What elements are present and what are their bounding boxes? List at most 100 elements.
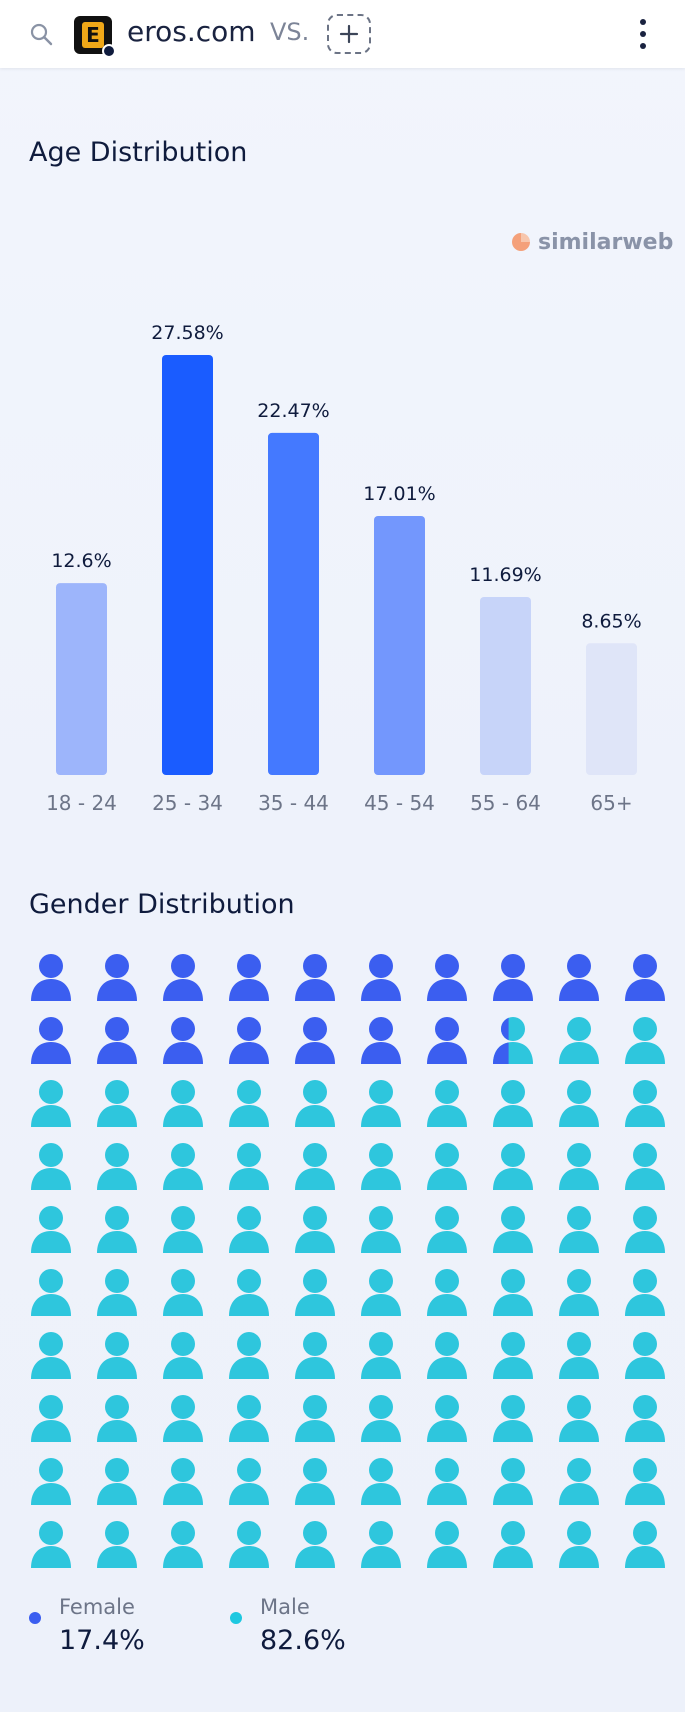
person-icon-male [163,1080,203,1127]
person-icon-male [493,1521,533,1568]
bar-value-label: 11.69% [469,564,541,586]
person-icon-male [493,1458,533,1505]
person-icon-male [427,1143,467,1190]
person-icon-male [361,1332,401,1379]
person-icon-male [229,1080,269,1127]
person-icon-male [295,1080,335,1127]
person-icon-male [163,1332,203,1379]
gender-distribution-title: Gender Distribution [29,889,295,920]
person-icon-male [31,1080,71,1127]
person-icon-male [427,1521,467,1568]
person-icon-male [427,1458,467,1505]
add-competitor-button[interactable] [327,14,371,54]
person-icon-male [97,1080,137,1127]
person-icon-male [97,1206,137,1253]
x-tick-label: 18 - 24 [46,791,117,815]
age-distribution-title: Age Distribution [29,137,248,168]
person-icon-male [97,1332,137,1379]
bar-35-44[interactable] [268,432,319,775]
logo-letter: E [82,22,104,48]
person-icon-male [427,1206,467,1253]
person-icon-male [493,1269,533,1316]
bar-18-24[interactable] [56,583,107,775]
bar-value-label: 22.47% [257,400,329,422]
person-icon-male [625,1080,665,1127]
person-icon-male [31,1395,71,1442]
person-icon-male [31,1143,71,1190]
person-icon-male [493,1332,533,1379]
age-distribution-chart: 12.6% 18 - 24 27.58% 25 - 34 22.47% 35 - 44 17… [46,322,642,815]
brand-name: similarweb [538,229,674,255]
person-icon-male [559,1269,599,1316]
person-icon-female [163,954,203,1001]
person-icon-male [559,1206,599,1253]
domain-name[interactable]: eros.com [127,15,256,48]
x-tick-label: 55 - 64 [470,791,541,815]
person-icon-male [361,1080,401,1127]
person-icon-male [427,1269,467,1316]
person-icon-male [229,1143,269,1190]
female-label: Female [59,1595,135,1619]
person-icon-male [361,1143,401,1190]
person-icon-male [163,1269,203,1316]
person-icon-male [229,1458,269,1505]
top-bar: E eros.com VS. [0,0,685,68]
person-icon-male [559,1143,599,1190]
person-icon-male [625,1458,665,1505]
female-dot [29,1612,41,1624]
person-icon-male [493,1206,533,1253]
person-icon-male [559,1332,599,1379]
male-dot [230,1612,242,1624]
similarweb-icon [512,233,530,251]
bar-65plus[interactable] [586,643,637,775]
x-tick-label: 45 - 54 [364,791,435,815]
bar-25-34[interactable] [162,355,213,775]
person-icon-female [295,1017,335,1064]
person-icon-male [427,1395,467,1442]
person-icon-female [229,1017,269,1064]
person-icon-male [559,1395,599,1442]
person-icon-male [31,1332,71,1379]
person-icon-female [427,1017,467,1064]
person-icon-male [31,1521,71,1568]
person-icon-male [163,1521,203,1568]
person-icon-female [97,1017,137,1064]
person-icon-male [97,1458,137,1505]
search-icon[interactable] [29,22,55,48]
bar-55-64[interactable] [480,596,531,775]
person-icon-male [625,1332,665,1379]
person-icon-male [625,1395,665,1442]
person-icon-male [559,1017,599,1064]
person-icon-male [295,1521,335,1568]
person-icon-male [559,1458,599,1505]
person-icon-male [31,1458,71,1505]
x-tick-label: 25 - 34 [152,791,223,815]
person-icon-male [625,1143,665,1190]
gender-pictogram [31,954,665,1568]
person-icon-male [361,1458,401,1505]
person-icon-male [97,1269,137,1316]
person-icon-female [361,1017,401,1064]
x-tick-label: 65+ [590,791,632,815]
person-icon-male [559,1521,599,1568]
person-icon-male [97,1143,137,1190]
person-icon-male [295,1458,335,1505]
person-icon-male [229,1395,269,1442]
person-icon-female [625,954,665,1001]
person-icon-male [427,1080,467,1127]
person-icon-male [229,1332,269,1379]
person-icon-male [625,1206,665,1253]
person-icon-female [361,954,401,1001]
person-icon-male [295,1269,335,1316]
x-tick-label: 35 - 44 [258,791,329,815]
person-icon-male [163,1143,203,1190]
person-icon-female [229,954,269,1001]
logo-status-dot [102,44,116,58]
person-icon-male [295,1143,335,1190]
person-icon-male [229,1521,269,1568]
person-icon-female [31,954,71,1001]
person-icon-male [31,1206,71,1253]
person-icon-male [229,1269,269,1316]
more-vertical-icon[interactable] [636,16,650,52]
bar-45-54[interactable] [374,515,425,775]
